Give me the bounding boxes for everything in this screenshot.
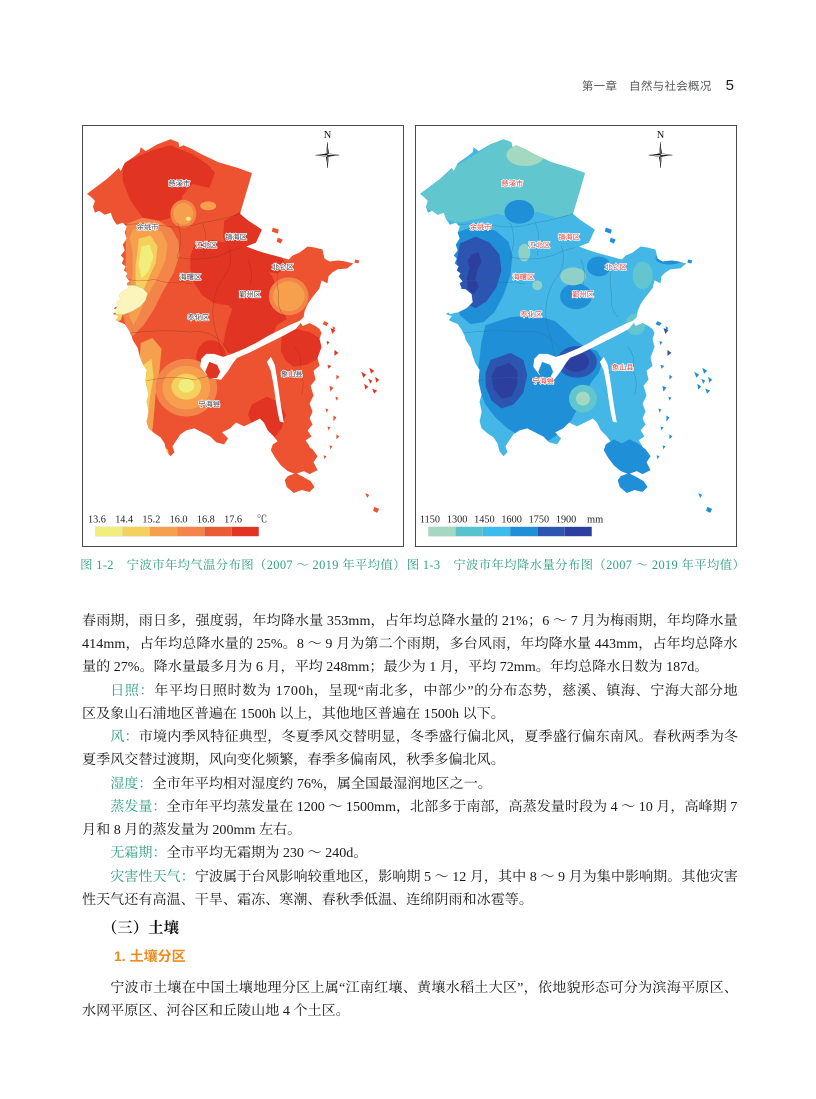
svg-text:1750: 1750	[528, 514, 548, 525]
svg-text:1600: 1600	[501, 514, 521, 525]
svg-text:象山县: 象山县	[611, 363, 633, 373]
svg-text:N: N	[324, 130, 332, 141]
svg-text:慈溪市: 慈溪市	[501, 179, 523, 189]
svg-text:象山县: 象山县	[281, 370, 303, 380]
svg-text:17.6: 17.6	[224, 514, 242, 525]
svg-text:鄞州区: 鄞州区	[572, 290, 594, 300]
svg-text:余姚市: 余姚市	[469, 223, 491, 233]
svg-text:14.4: 14.4	[115, 514, 133, 525]
svg-text:1300: 1300	[446, 514, 466, 525]
svg-text:镇海区: 镇海区	[225, 233, 247, 243]
svg-text:16.0: 16.0	[170, 514, 188, 525]
svg-text:13.6: 13.6	[88, 514, 106, 525]
svg-text:海曙区: 海曙区	[179, 272, 201, 282]
svg-text:江北区: 江北区	[195, 241, 217, 251]
svg-text:1900: 1900	[555, 514, 575, 525]
svg-text:余姚市: 余姚市	[137, 223, 159, 233]
svg-text:海曙区: 海曙区	[512, 272, 534, 282]
svg-text:1150: 1150	[419, 514, 439, 525]
svg-text:奉化区: 奉化区	[187, 313, 209, 323]
svg-text:℃: ℃	[257, 514, 267, 525]
svg-text:鄞州区: 鄞州区	[239, 290, 261, 300]
svg-text:奉化区: 奉化区	[520, 310, 542, 320]
svg-text:慈溪市: 慈溪市	[169, 179, 191, 189]
svg-text:北仑区: 北仑区	[272, 262, 294, 272]
svg-text:15.2: 15.2	[142, 514, 160, 525]
svg-text:宁海县: 宁海县	[532, 377, 554, 387]
svg-text:16.8: 16.8	[197, 514, 215, 525]
svg-text:N: N	[656, 130, 664, 141]
svg-text:镇海区: 镇海区	[558, 233, 580, 243]
svg-text:宁海县: 宁海县	[198, 400, 220, 410]
svg-text:mm: mm	[586, 514, 602, 525]
svg-text:北仑区: 北仑区	[604, 262, 626, 272]
svg-text:江北区: 江北区	[528, 241, 550, 251]
svg-text:1450: 1450	[474, 514, 494, 525]
